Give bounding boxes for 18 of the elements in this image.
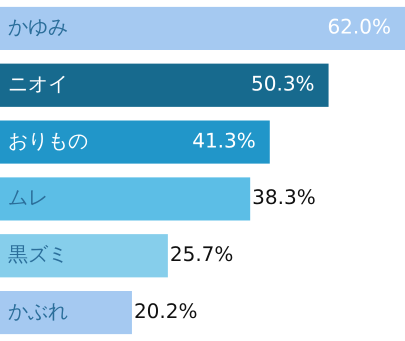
y-tick-label: 黒ズミ — [8, 242, 68, 266]
data-label: 38.3% — [252, 185, 316, 210]
y-tick-label: かゆみ — [8, 14, 68, 39]
bar — [0, 6, 405, 50]
y-tick-label: おりもの — [8, 128, 88, 152]
bar — [0, 120, 270, 164]
data-label: 20.2% — [134, 298, 198, 323]
y-tick-label: ニオイ — [8, 71, 68, 96]
data-label: 62.0% — [327, 14, 391, 39]
y-tick-label: ムレ — [8, 185, 48, 210]
data-label: 41.3% — [192, 128, 256, 152]
data-label: 50.3% — [251, 71, 315, 96]
y-tick-label: かぶれ — [8, 298, 68, 323]
bar — [0, 177, 250, 221]
bar — [0, 290, 132, 334]
bar — [0, 234, 168, 278]
bar — [0, 64, 329, 107]
data-label: 25.7% — [170, 242, 234, 266]
